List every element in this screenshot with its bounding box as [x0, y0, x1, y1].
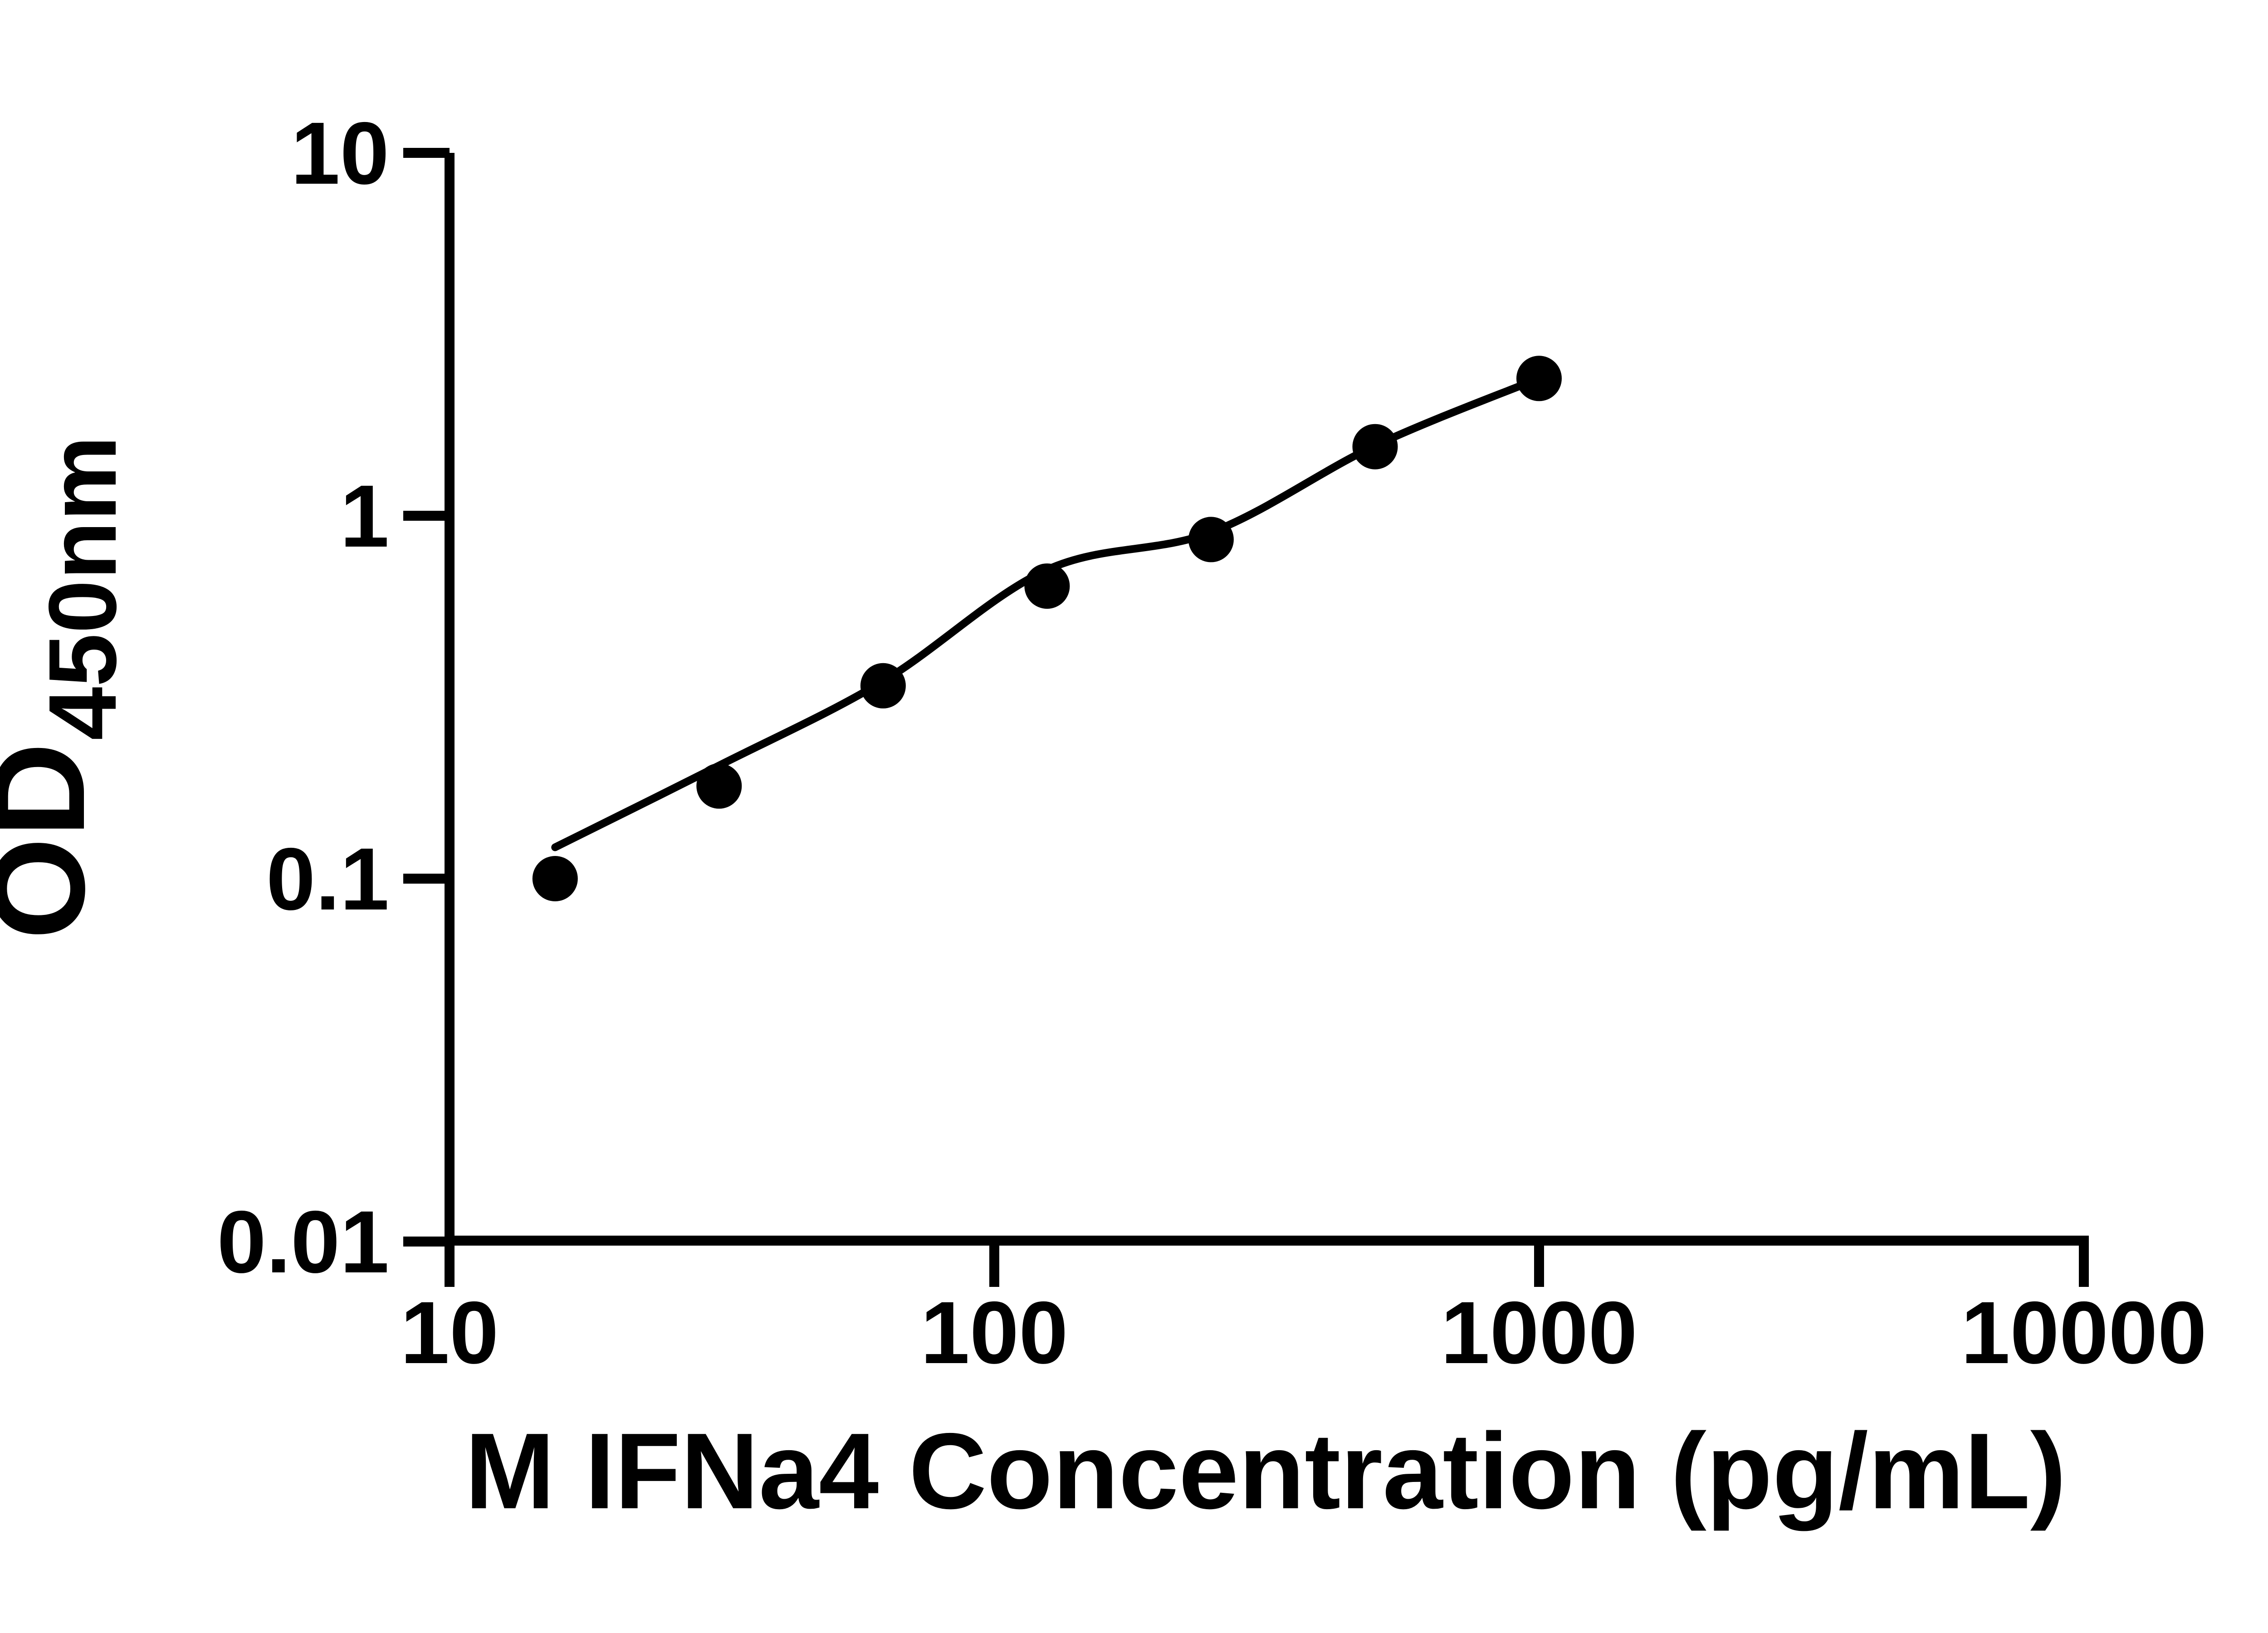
tick-labels: 10 100 1000 10000 0.01 0.1 1 10 [217, 104, 2207, 1382]
data-point [1024, 563, 1070, 609]
data-point [696, 763, 742, 809]
y-axis-title-main: OD [0, 743, 112, 940]
y-axis-title: OD 450nm [0, 435, 136, 939]
data-point [1516, 356, 1562, 401]
x-tick-label: 10 [401, 1283, 499, 1382]
x-tick-label: 1000 [1441, 1283, 1637, 1382]
x-axis-title: M IFNa4 Concentration (pg/mL) [465, 1411, 2066, 1531]
data-points [532, 356, 1562, 901]
axes [403, 148, 2089, 1287]
x-tick-label: 100 [920, 1283, 1068, 1382]
x-tick-label: 10000 [1961, 1283, 2207, 1382]
data-point [1352, 424, 1398, 469]
y-tick-label: 0.01 [217, 1193, 389, 1291]
data-point [860, 663, 906, 709]
y-tick-label: 1 [340, 467, 389, 566]
data-point [1188, 517, 1234, 562]
y-tick-label: 10 [291, 104, 389, 203]
data-point [532, 856, 578, 901]
y-tick-label: 0.1 [266, 830, 389, 929]
y-axis-title-subscript: 450nm [29, 435, 136, 740]
